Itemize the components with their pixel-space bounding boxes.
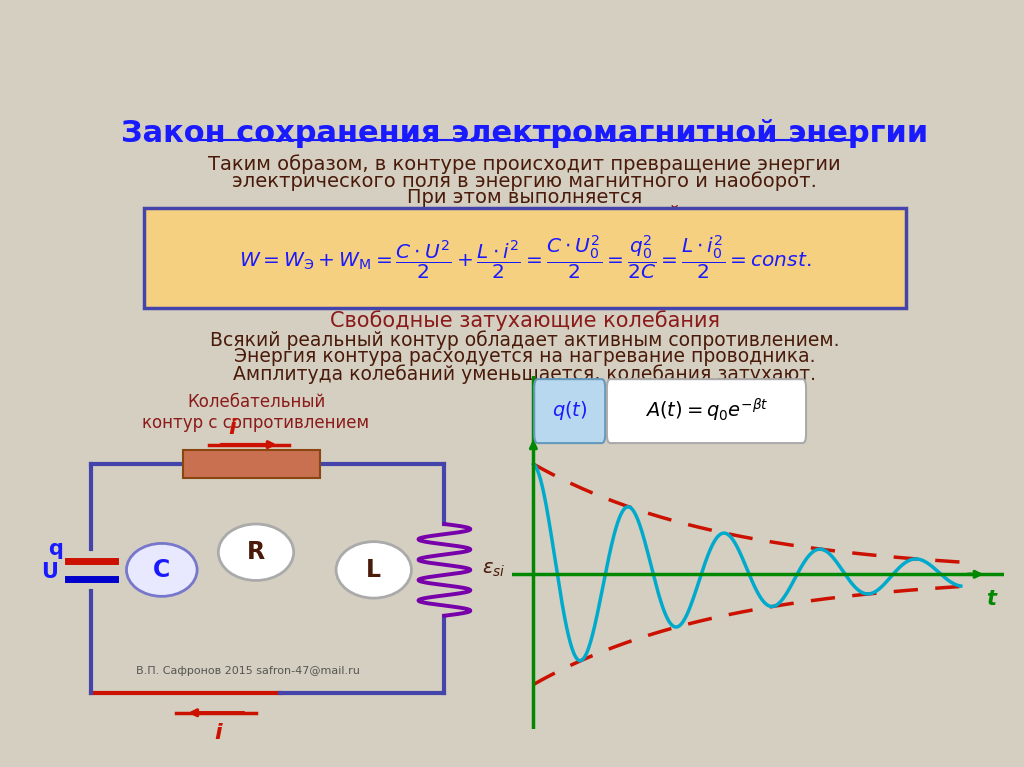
- Text: t: t: [986, 588, 995, 609]
- Text: $A(t) = q_0 e^{-\beta t}$: $A(t) = q_0 e^{-\beta t}$: [645, 397, 768, 423]
- Text: Таким образом, в контуре происходит превращение энергии: Таким образом, в контуре происходит прев…: [209, 154, 841, 174]
- Circle shape: [218, 524, 294, 581]
- Circle shape: [336, 542, 412, 598]
- FancyBboxPatch shape: [143, 209, 905, 308]
- Text: При этом выполняется: При этом выполняется: [408, 188, 642, 207]
- Text: R: R: [247, 540, 265, 565]
- Text: Всякий реальный контур обладает активным сопротивлением.: Всякий реальный контур обладает активным…: [210, 330, 840, 350]
- Text: C: C: [154, 558, 170, 582]
- Circle shape: [127, 543, 197, 597]
- Text: $\varepsilon_{si}$: $\varepsilon_{si}$: [482, 561, 506, 579]
- Text: L: L: [367, 558, 381, 582]
- Text: i: i: [228, 417, 237, 437]
- Text: Колебательный
контур с сопротивлением: Колебательный контур с сопротивлением: [142, 393, 370, 433]
- Text: В.П. Сафронов 2015 safron-47@mail.ru: В.П. Сафронов 2015 safron-47@mail.ru: [136, 666, 359, 676]
- Text: i: i: [214, 723, 222, 743]
- Text: $W = W_{\rm Э} + W_{\rm М} = \dfrac{C \cdot U^2}{2} + \dfrac{L \cdot i^2}{2} = \: $W = W_{\rm Э} + W_{\rm М} = \dfrac{C \c…: [239, 234, 811, 281]
- Text: q: q: [48, 538, 62, 558]
- Text: Энергия контура расходуется на нагревание проводника.: Энергия контура расходуется на нагревани…: [234, 347, 815, 366]
- Text: электрического поля в энергию магнитного и наоборот.: электрического поля в энергию магнитного…: [232, 171, 817, 191]
- FancyBboxPatch shape: [183, 450, 319, 478]
- FancyBboxPatch shape: [607, 379, 806, 443]
- Text: $q(t)$: $q(t)$: [552, 399, 588, 422]
- Text: U: U: [41, 561, 58, 581]
- Text: Закон сохранения электромагнитной энергии: Закон сохранения электромагнитной энерги…: [121, 119, 929, 147]
- Text: Свободные затухающие колебания: Свободные затухающие колебания: [330, 311, 720, 331]
- Text: закон сохранения электромагнитной энергии:: закон сохранения электромагнитной энерги…: [267, 206, 782, 225]
- FancyBboxPatch shape: [535, 379, 605, 443]
- Text: Амплитуда колебаний уменьшается, колебания затухают.: Амплитуда колебаний уменьшается, колебан…: [233, 364, 816, 384]
